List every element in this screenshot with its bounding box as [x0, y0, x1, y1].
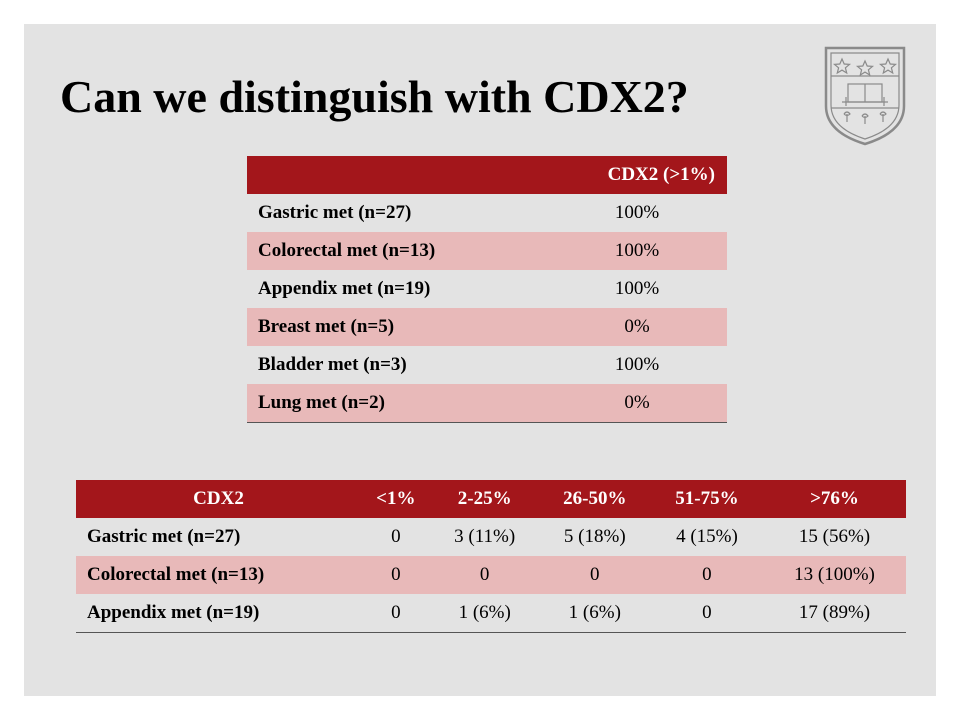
header-cell: 51-75% — [650, 480, 763, 518]
row-value: 0 — [361, 556, 431, 594]
row-label: Colorectal met (n=13) — [247, 232, 547, 270]
row-value: 15 (56%) — [798, 526, 871, 547]
row-value: 0 — [650, 594, 763, 633]
header-cell-cdx2: CDX2 (>1%) — [547, 156, 727, 194]
row-value: 0% — [547, 384, 727, 423]
row-label: Colorectal met (n=13) — [76, 556, 361, 594]
table-row: Colorectal met (n=13) 100% — [247, 232, 727, 270]
header-cell: CDX2 — [76, 480, 361, 518]
row-value: 5 (18%) — [563, 526, 626, 547]
row-label: Breast met (n=5) — [247, 308, 547, 346]
row-label: Appendix met (n=19) — [258, 278, 431, 299]
row-value: 4 (15%) — [676, 526, 738, 547]
row-label: Gastric met (n=27) — [87, 526, 241, 547]
table-row: Gastric met (n=27) 0 3 (11%) 5 (18%) 4 (… — [76, 518, 906, 556]
row-value: 0 — [650, 556, 763, 594]
header-cell: <1% — [361, 480, 431, 518]
table-row: Lung met (n=2) 0% — [247, 384, 727, 423]
table-row: Gastric met (n=27) 100% — [247, 194, 727, 232]
header-cell — [247, 156, 547, 194]
row-value: 3 (11%) — [454, 526, 516, 547]
table-row: Appendix met (n=19) 100% — [247, 270, 727, 308]
row-value: 1 (6%) — [538, 594, 651, 633]
row-value: 100% — [614, 354, 660, 375]
row-value: 1 (6%) — [430, 594, 539, 633]
row-value: 100% — [614, 278, 660, 299]
row-value: 100% — [547, 232, 727, 270]
row-value: 17 (89%) — [763, 594, 906, 633]
table-row: Colorectal met (n=13) 0 0 0 0 13 (100%) — [76, 556, 906, 594]
row-value: 100% — [614, 202, 660, 223]
table-header-row: CDX2 <1% 2-25% 26-50% 51-75% >76% — [76, 480, 906, 518]
header-cell: >76% — [763, 480, 906, 518]
cdx2-distribution-table: CDX2 <1% 2-25% 26-50% 51-75% >76% Gastri… — [76, 480, 906, 633]
row-label: Appendix met (n=19) — [76, 594, 361, 633]
row-value: 0 — [538, 556, 651, 594]
header-cell: 26-50% — [538, 480, 651, 518]
slide-title: Can we distinguish with CDX2? — [60, 71, 689, 122]
row-label: Gastric met (n=27) — [258, 202, 412, 223]
row-value: 0 — [391, 526, 401, 547]
row-label: Bladder met (n=3) — [258, 354, 407, 375]
university-shield-crest-icon — [824, 46, 906, 146]
row-value: 0 — [430, 556, 539, 594]
row-label: Lung met (n=2) — [247, 384, 547, 423]
cdx2-positivity-table: CDX2 (>1%) Gastric met (n=27) 100% Color… — [247, 156, 727, 423]
row-value: 0 — [361, 594, 431, 633]
table-header-row: CDX2 (>1%) — [247, 156, 727, 194]
table-row: Bladder met (n=3) 100% — [247, 346, 727, 384]
row-value: 13 (100%) — [763, 556, 906, 594]
row-value: 0% — [547, 308, 727, 346]
slide: Can we distinguish with CDX2? CDX2 (>1%) — [24, 24, 936, 696]
table-row: Breast met (n=5) 0% — [247, 308, 727, 346]
header-cell: 2-25% — [430, 480, 539, 518]
table-row: Appendix met (n=19) 0 1 (6%) 1 (6%) 0 17… — [76, 594, 906, 633]
